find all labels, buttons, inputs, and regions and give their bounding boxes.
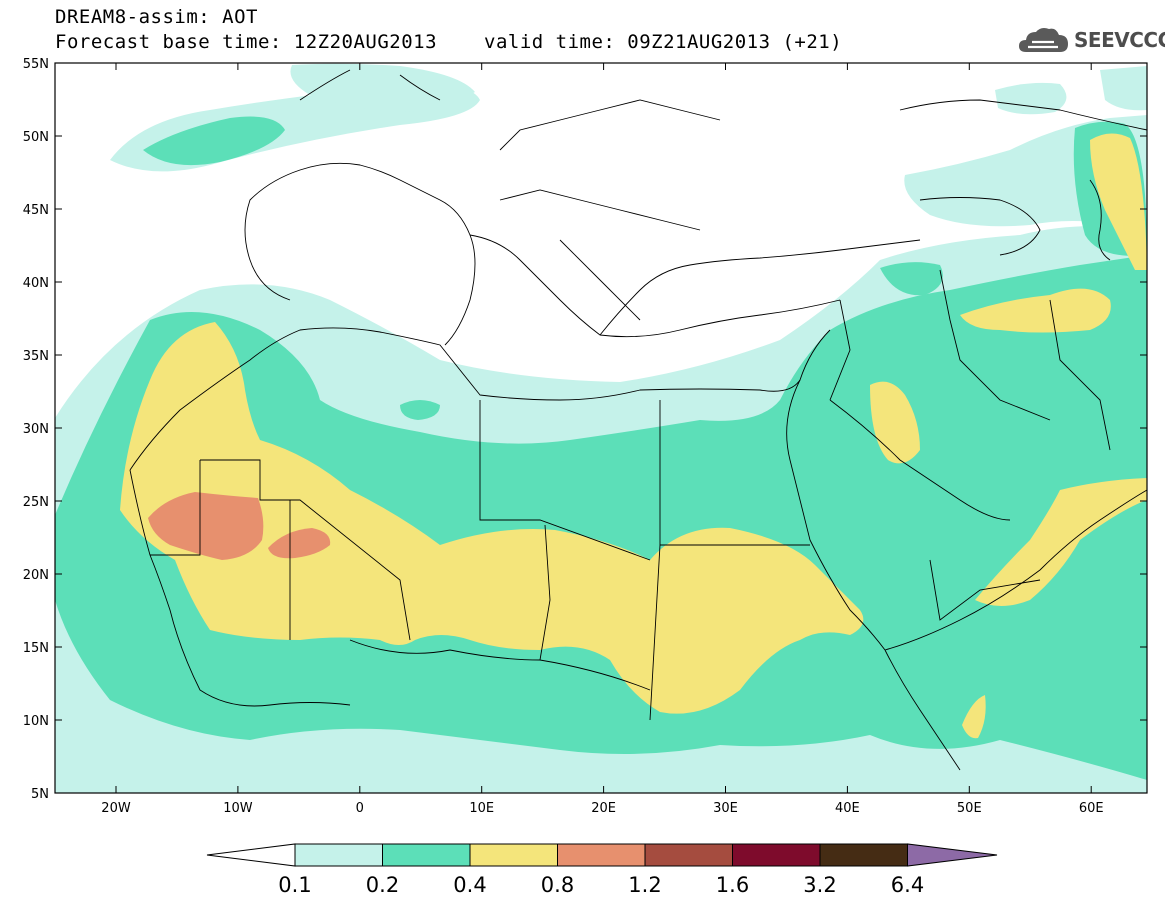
lat-tick-label: 10N (23, 714, 49, 729)
colorbar-segment (294, 843, 383, 867)
lat-tick-label: 15N (23, 641, 49, 656)
lat-tick-label: 5N (31, 787, 49, 802)
map-title: DREAM8-assim: AOT (55, 6, 258, 28)
colorbar-segment (382, 843, 471, 867)
lon-tick-label: 10E (469, 801, 494, 816)
lon-tick-label: 30E (713, 801, 738, 816)
lon-tick-label: 10W (223, 801, 253, 816)
colorbar-segment (732, 843, 821, 867)
lat-tick-label: 55N (23, 57, 49, 72)
lat-tick-label: 35N (23, 349, 49, 364)
lon-tick-label: 20E (591, 801, 616, 816)
valid-time: valid time: 09Z21AUG2013 (+21) (484, 31, 843, 53)
colorbar-label: 0.8 (541, 873, 574, 897)
colorbar-label: 6.4 (891, 873, 924, 897)
colorbar-label: 0.2 (366, 873, 399, 897)
colorbar-segment (644, 843, 733, 867)
forecast-base-time: Forecast base time: 12Z20AUG2013 (55, 31, 438, 53)
lon-tick-label: 40E (835, 801, 860, 816)
colorbar-segment (469, 843, 558, 867)
colorbar-segment (557, 843, 646, 867)
colorbar-label: 3.2 (803, 873, 836, 897)
colorbar-label: 1.6 (716, 873, 749, 897)
colorbar-under-arrow (206, 843, 296, 867)
lat-tick-label: 25N (23, 495, 49, 510)
colorbar-label: 1.2 (628, 873, 661, 897)
colorbar-label: 0.1 (278, 873, 311, 897)
lon-tick-label: 50E (957, 801, 982, 816)
lat-tick-label: 45N (23, 203, 49, 218)
lat-tick-label: 20N (23, 568, 49, 583)
aot-contour-0.8 (148, 492, 331, 560)
lon-tick-label: 60E (1079, 801, 1104, 816)
colorbar-over-arrow (907, 843, 998, 867)
lat-tick-label: 50N (23, 130, 49, 145)
aot-field (55, 63, 1147, 793)
logo-text: SEEVCCC (1074, 28, 1165, 52)
longitude-axis: 20W 10W 0 10E 20E 30E 40E 50E 60E (101, 63, 1104, 816)
latitude-axis: 55N 50N 45N 40N 35N 30N 25N 20N 15N 10N 5N (23, 57, 1147, 802)
lat-tick-label: 40N (23, 276, 49, 291)
seevccc-logo: SEEVCCC (1018, 24, 1165, 56)
colorbar-segment (819, 843, 908, 867)
lon-tick-label: 20W (101, 801, 131, 816)
lat-tick-label: 30N (23, 422, 49, 437)
lon-tick-label: 0 (356, 801, 364, 816)
colorbar: 0.1 0.2 0.4 0.8 1.2 1.6 3.2 6.4 (206, 843, 998, 897)
cloud-icon (1019, 28, 1068, 52)
coastlines (129, 69, 1147, 771)
colorbar-label: 0.4 (453, 873, 486, 897)
